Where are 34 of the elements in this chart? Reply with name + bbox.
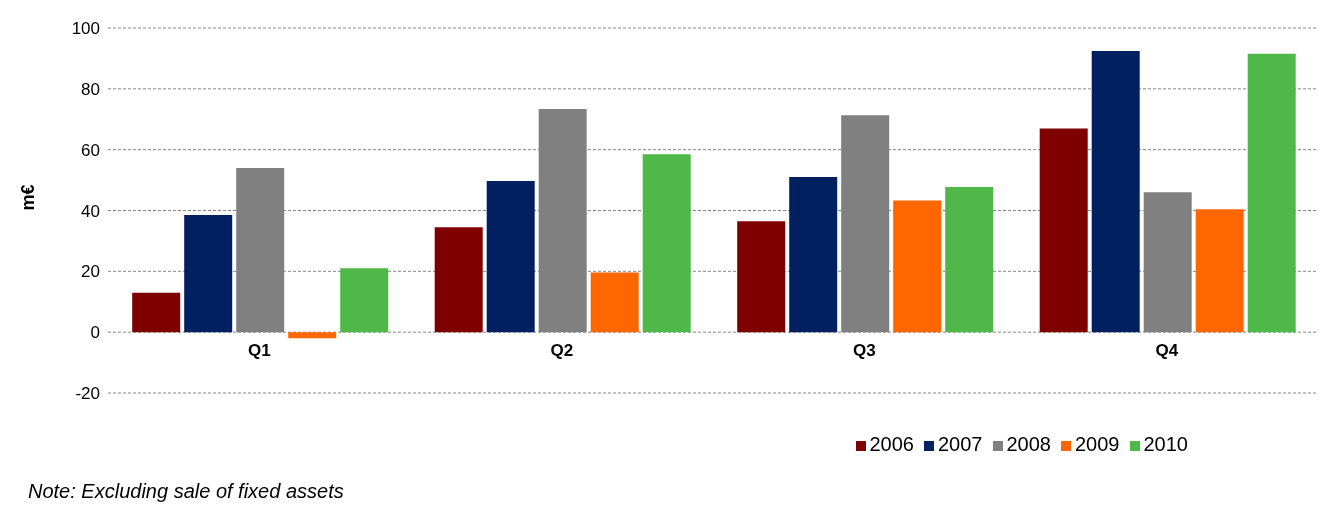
y-tick-label: 100	[71, 19, 100, 39]
x-tick-label: Q3	[852, 341, 876, 361]
x-tick-label: Q4	[1155, 341, 1179, 361]
bar	[893, 200, 942, 333]
bar	[789, 177, 838, 333]
x-tick-label: Q1	[247, 341, 271, 361]
bar	[1091, 51, 1140, 333]
y-tick-label: 0	[90, 323, 100, 343]
bar	[132, 292, 181, 333]
y-tick-label: 80	[81, 79, 100, 99]
legend-label: 2010	[1143, 433, 1188, 455]
legend-label: 2009	[1075, 433, 1120, 455]
bar	[945, 187, 994, 333]
bar	[642, 154, 691, 333]
y-tick-label: 20	[81, 262, 100, 282]
bar	[288, 332, 337, 339]
bar	[737, 221, 786, 333]
legend-label: 2008	[1006, 433, 1051, 455]
y-tick-label: 60	[81, 140, 100, 160]
bar	[1195, 209, 1244, 333]
y-tick-label: -20	[75, 384, 100, 404]
bar	[340, 268, 389, 333]
y-axis-title: m€	[18, 184, 39, 211]
legend-label: 2007	[938, 433, 983, 455]
x-tick-label: Q2	[550, 341, 574, 361]
legend-label: 2006	[869, 433, 914, 455]
text: Note: Excluding sale of fixed assets	[28, 480, 344, 503]
y-tick-label: 40	[81, 201, 100, 221]
bar	[590, 272, 639, 333]
bar	[184, 215, 233, 333]
bar	[1247, 53, 1296, 333]
bar	[434, 227, 483, 333]
bar	[486, 181, 535, 333]
bar	[1039, 128, 1088, 333]
